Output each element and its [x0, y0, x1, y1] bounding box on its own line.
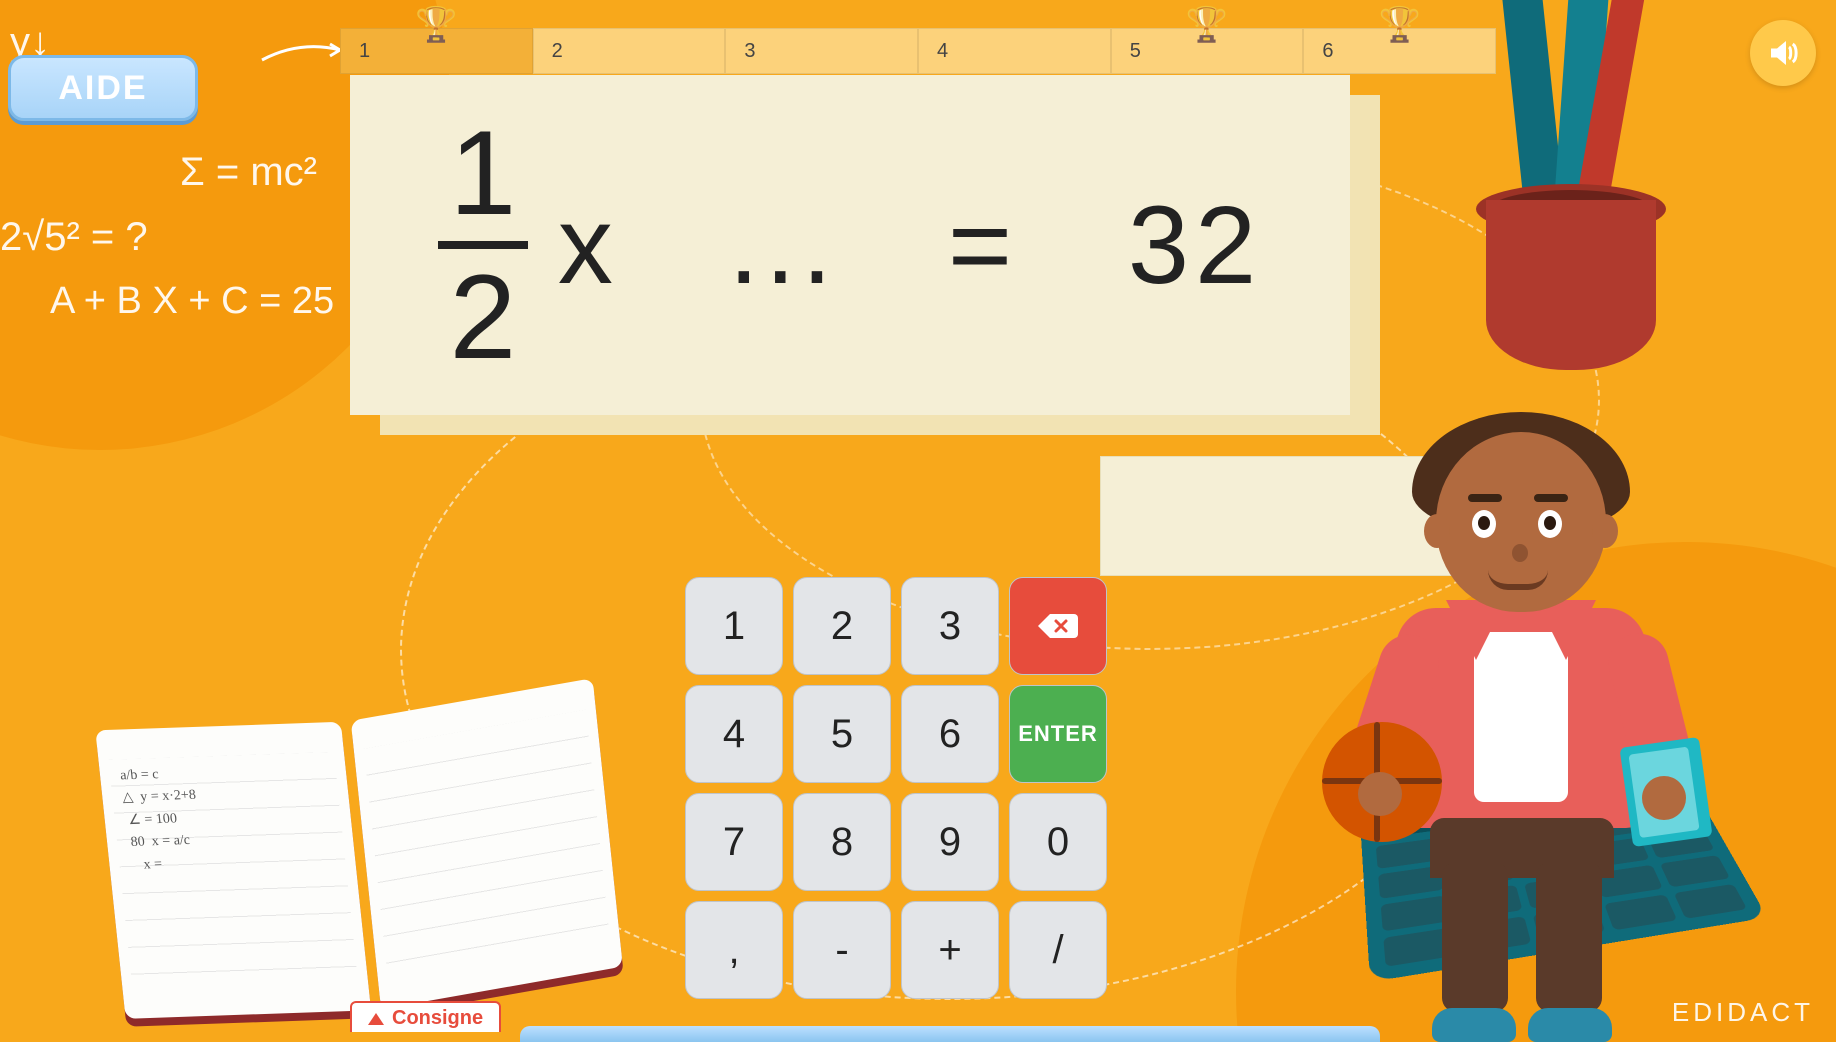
- consigne-label: Consigne: [392, 1007, 483, 1030]
- key-enter[interactable]: ENTER: [1009, 685, 1107, 783]
- pencil-cup-illustration: [1466, 150, 1676, 370]
- equation-card: 1 2 x ... = 32: [350, 75, 1350, 415]
- key-5[interactable]: 5: [793, 685, 891, 783]
- key-2[interactable]: 2: [793, 577, 891, 675]
- progress-step-label: 2: [552, 40, 563, 63]
- progress-step-5[interactable]: 5 🏆: [1111, 28, 1304, 74]
- progress-step-2[interactable]: 2: [533, 28, 726, 74]
- progress-step-label: 3: [744, 40, 755, 63]
- trophy-icon: 🏆: [1379, 5, 1421, 45]
- progress-step-label: 4: [937, 40, 948, 63]
- fraction-numerator: 1: [449, 113, 516, 233]
- progress-step-4[interactable]: 4: [918, 28, 1111, 74]
- equation-operator: x: [558, 184, 619, 307]
- key-backspace[interactable]: [1009, 577, 1107, 675]
- arrow-icon: [260, 36, 350, 66]
- key-1[interactable]: 1: [685, 577, 783, 675]
- progress-step-3[interactable]: 3: [725, 28, 918, 74]
- help-button-label: AIDE: [58, 69, 147, 108]
- key-8[interactable]: 8: [793, 793, 891, 891]
- speaker-icon: [1765, 35, 1801, 71]
- backspace-icon: [1036, 612, 1080, 640]
- fraction-denominator: 2: [449, 257, 516, 377]
- progress-step-label: 5: [1130, 40, 1141, 63]
- sound-button[interactable]: [1750, 20, 1816, 86]
- key-9[interactable]: 9: [901, 793, 999, 891]
- progress-step-label: 6: [1322, 40, 1333, 63]
- key-4[interactable]: 4: [685, 685, 783, 783]
- keypad: 1 2 3 4 5 6 ENTER 7 8 9 0 , - + /: [685, 577, 1107, 999]
- brand-label: EDIDACT: [1672, 997, 1814, 1028]
- notebook-illustration: a/b = c△ y = x·2+8 ∠ = 100 80 x = a/c x …: [96, 687, 624, 1028]
- equation-result: 32: [1128, 184, 1262, 307]
- trophy-icon: 🏆: [415, 5, 457, 45]
- progress-bar: 1 🏆 2 3 4 5 🏆 6 🏆: [340, 28, 1496, 74]
- chalk-formula: Σ = mc²: [180, 150, 317, 195]
- key-plus[interactable]: +: [901, 901, 999, 999]
- help-button[interactable]: AIDE: [8, 55, 198, 121]
- equation-rest: x ... = 32: [558, 182, 1262, 309]
- progress-step-6[interactable]: 6 🏆: [1303, 28, 1496, 74]
- key-3[interactable]: 3: [901, 577, 999, 675]
- key-minus[interactable]: -: [793, 901, 891, 999]
- key-divide[interactable]: /: [1009, 901, 1107, 999]
- key-0[interactable]: 0: [1009, 793, 1107, 891]
- bottom-bar: [520, 1026, 1380, 1042]
- triangle-up-icon: [368, 1013, 384, 1025]
- trophy-icon: 🏆: [1186, 5, 1228, 45]
- key-comma[interactable]: ,: [685, 901, 783, 999]
- progress-step-1[interactable]: 1 🏆: [340, 28, 533, 74]
- fraction: 1 2: [438, 113, 528, 377]
- notebook-scribbles: a/b = c△ y = x·2+8 ∠ = 100 80 x = a/c x …: [119, 763, 204, 877]
- chalk-formula: A + B X + C = 25: [50, 280, 334, 323]
- chalk-formula: 2√5² = ?: [0, 215, 148, 260]
- boy-character-illustration: [1356, 422, 1676, 1042]
- key-6[interactable]: 6: [901, 685, 999, 783]
- progress-step-label: 1: [359, 40, 370, 63]
- equation-equals: =: [948, 184, 1018, 307]
- fraction-bar: [438, 241, 528, 249]
- consigne-button[interactable]: Consigne: [350, 1001, 501, 1032]
- equation-blank: ...: [729, 184, 839, 307]
- key-7[interactable]: 7: [685, 793, 783, 891]
